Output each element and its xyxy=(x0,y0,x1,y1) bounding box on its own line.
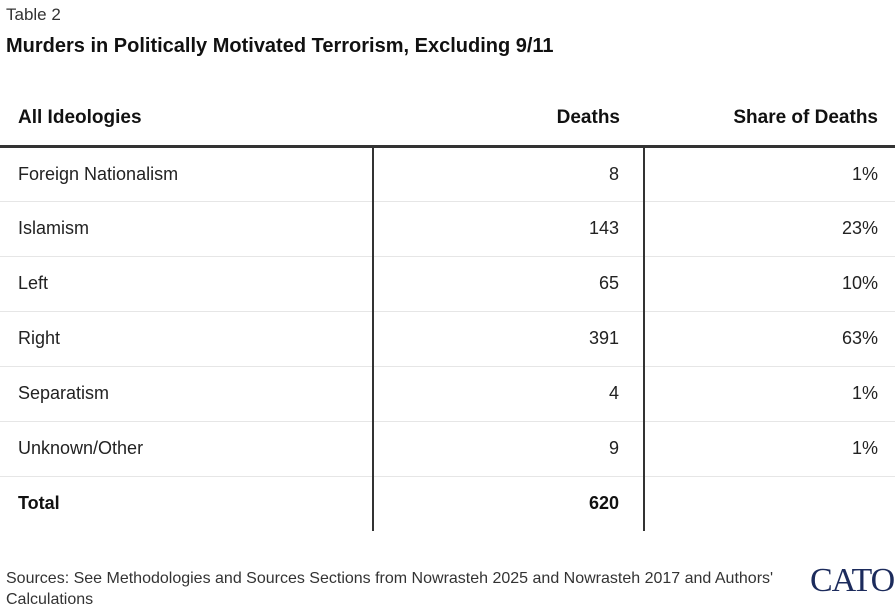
total-cell: 620 xyxy=(373,476,645,531)
table-cell: 8 xyxy=(373,146,645,202)
data-table: All Ideologies Deaths Share of Deaths Fore… xyxy=(0,92,895,531)
table-cell: 1% xyxy=(644,366,895,422)
table-cell: 65 xyxy=(373,256,645,312)
total-cell xyxy=(644,476,895,531)
table-cell: 1% xyxy=(644,146,895,202)
table-cell: Separatism xyxy=(0,366,374,422)
total-row: Total 620 xyxy=(0,476,895,531)
table-row: Separatism 4 1% xyxy=(0,366,895,422)
table-cell: 4 xyxy=(373,366,645,422)
sources-note: Sources: See Methodologies and Sources S… xyxy=(6,570,774,608)
table-cell: 1% xyxy=(644,421,895,477)
table-cell: 23% xyxy=(644,201,895,257)
table-title: Murders in Politically Motivated Terrori… xyxy=(6,35,554,57)
column-header: All Ideologies xyxy=(0,92,373,148)
table-cell: 10% xyxy=(644,256,895,312)
total-cell: Total xyxy=(0,476,374,531)
column-header: Deaths xyxy=(373,92,644,148)
table-row: Right 391 63% xyxy=(0,311,895,367)
table-row: Islamism 143 23% xyxy=(0,201,895,257)
table-cell: 63% xyxy=(644,311,895,367)
logo: CATO xyxy=(810,562,895,599)
table-row: Unknown/Other 9 1% xyxy=(0,421,895,477)
table-cell: Islamism xyxy=(0,201,374,257)
column-header: Share of Deaths xyxy=(644,92,895,148)
table-cell: Unknown/Other xyxy=(0,421,374,477)
table-cell: Right xyxy=(0,311,374,367)
table-cell: 143 xyxy=(373,201,645,257)
table-cell: Foreign Nationalism xyxy=(0,146,374,202)
table-row: Left 65 10% xyxy=(0,256,895,312)
table-cell: Left xyxy=(0,256,374,312)
table-cell: 9 xyxy=(373,421,645,477)
table-label: Table 2 xyxy=(6,5,61,24)
table-cell: 391 xyxy=(373,311,645,367)
header-row: All Ideologies Deaths Share of Deaths xyxy=(0,92,895,148)
table-row: Foreign Nationalism 8 1% xyxy=(0,146,895,202)
